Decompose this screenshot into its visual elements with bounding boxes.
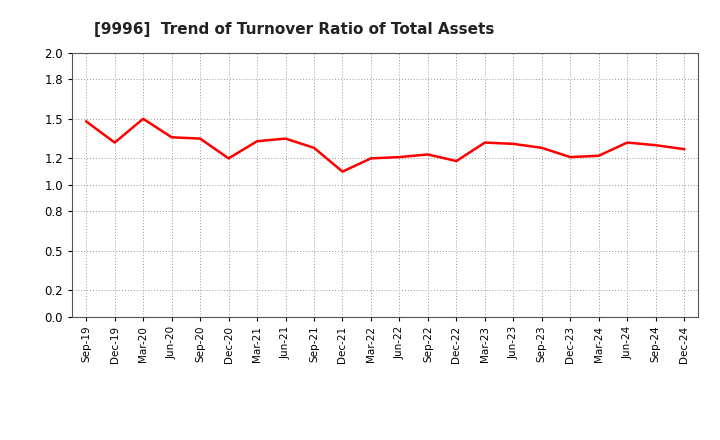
Text: [9996]  Trend of Turnover Ratio of Total Assets: [9996] Trend of Turnover Ratio of Total … (94, 22, 494, 37)
